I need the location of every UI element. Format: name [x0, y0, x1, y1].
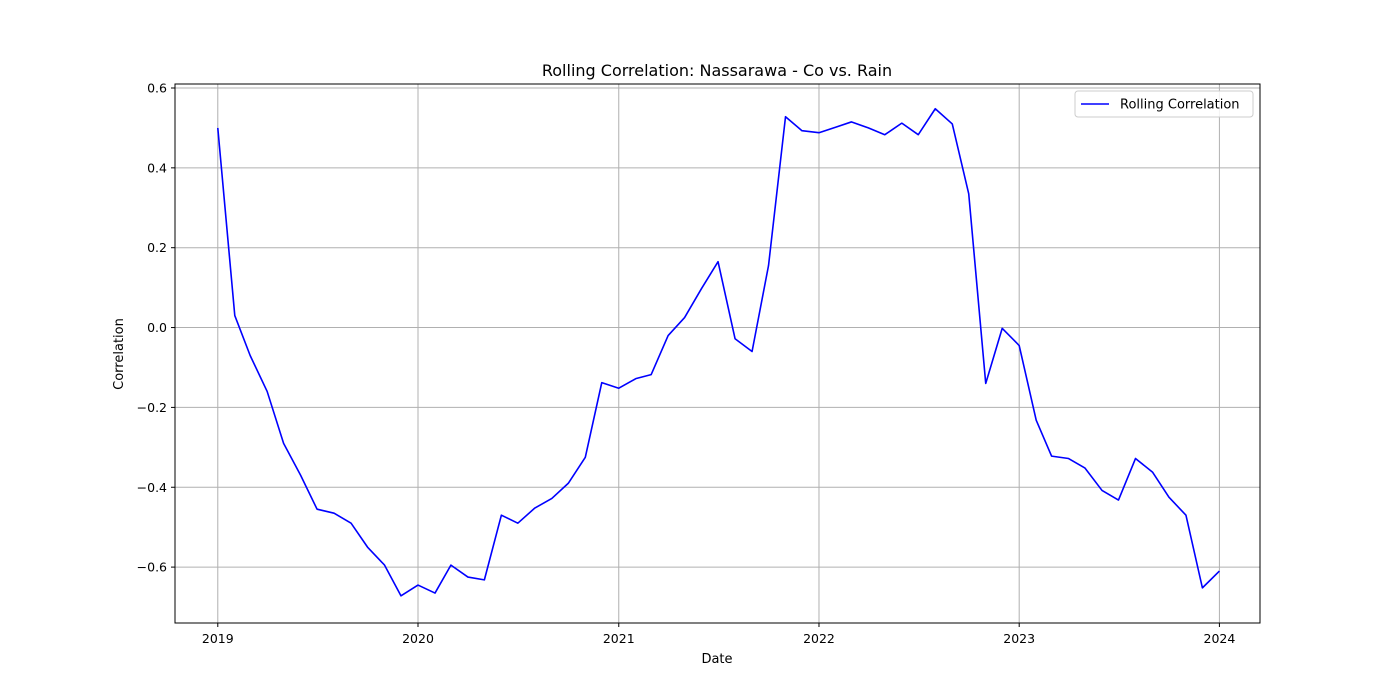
x-tick-label: 2023: [1003, 631, 1035, 646]
y-tick-label: 0.0: [147, 320, 167, 335]
y-tick-label: −0.6: [137, 560, 167, 575]
y-tick-label: 0.2: [147, 240, 167, 255]
x-tick-label: 2024: [1204, 631, 1236, 646]
grid: [175, 84, 1260, 623]
legend: Rolling Correlation: [1074, 90, 1254, 118]
y-axis-ticks: −0.6 −0.4 −0.2 0.0 0.2 0.4 0.6: [137, 80, 175, 575]
x-tick-label: 2021: [603, 631, 635, 646]
chart-title: Rolling Correlation: Nassarawa - Co vs. …: [542, 61, 892, 80]
x-tick-label: 2022: [803, 631, 835, 646]
series-layer: [216, 107, 1220, 597]
y-tick-label: 0.6: [147, 80, 167, 95]
y-tick-label: 0.4: [147, 160, 167, 175]
x-axis-ticks: 2019 2020 2021 2022 2023 2024: [202, 623, 1235, 646]
x-tick-label: 2020: [402, 631, 434, 646]
y-tick-label: −0.2: [137, 400, 167, 415]
legend-box: [1074, 90, 1254, 118]
plot-area-frame: [174, 83, 1261, 624]
x-tick-label: 2019: [202, 631, 234, 646]
y-axis-label: Correlation: [112, 318, 127, 390]
y-tick-label: −0.4: [137, 480, 167, 495]
legend-label: Rolling Correlation: [1120, 98, 1240, 113]
series-line-rolling-correlation: [216, 107, 1220, 597]
x-axis-label: Date: [701, 652, 732, 667]
